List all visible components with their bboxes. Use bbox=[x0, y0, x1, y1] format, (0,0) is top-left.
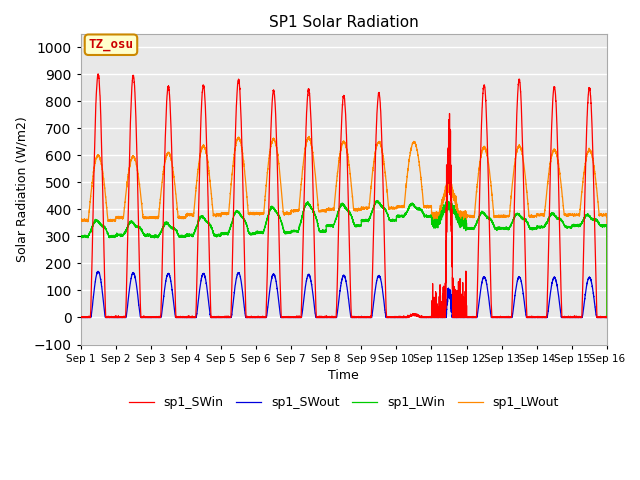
sp1_SWout bbox=[326, 314, 333, 320]
sp1_LWout bbox=[476, 157, 484, 163]
sp1_SWin bbox=[476, 163, 484, 168]
sp1_SWin bbox=[326, 314, 333, 320]
sp1_SWin bbox=[603, 314, 611, 320]
Legend: sp1_SWin, sp1_SWout, sp1_LWin, sp1_LWout: sp1_SWin, sp1_SWout, sp1_LWin, sp1_LWout bbox=[124, 391, 564, 414]
sp1_SWout bbox=[77, 314, 84, 320]
sp1_LWin bbox=[326, 223, 333, 229]
sp1_SWin bbox=[461, 314, 469, 320]
sp1_SWin bbox=[575, 314, 582, 320]
sp1_SWin bbox=[77, 314, 84, 320]
sp1_LWout bbox=[581, 164, 589, 169]
sp1_LWout bbox=[77, 217, 84, 223]
sp1_LWout bbox=[461, 209, 469, 215]
Line: sp1_SWout: sp1_SWout bbox=[81, 272, 607, 317]
sp1_LWin bbox=[575, 223, 582, 229]
sp1_SWin bbox=[581, 189, 589, 195]
sp1_LWout bbox=[326, 207, 333, 213]
sp1_SWout bbox=[575, 314, 582, 320]
sp1_SWout bbox=[603, 314, 611, 320]
sp1_LWin bbox=[255, 229, 263, 235]
Line: sp1_LWout: sp1_LWout bbox=[81, 136, 607, 317]
sp1_LWin bbox=[603, 314, 611, 320]
Title: SP1 Solar Radiation: SP1 Solar Radiation bbox=[269, 15, 419, 30]
Text: TZ_osu: TZ_osu bbox=[88, 38, 134, 51]
sp1_LWout bbox=[603, 314, 611, 320]
sp1_LWin bbox=[77, 233, 84, 239]
sp1_SWout bbox=[461, 314, 469, 320]
Line: sp1_LWin: sp1_LWin bbox=[81, 201, 607, 317]
sp1_SWin bbox=[77, 314, 84, 320]
Y-axis label: Solar Radiation (W/m2): Solar Radiation (W/m2) bbox=[15, 116, 28, 262]
sp1_SWin bbox=[256, 314, 264, 320]
X-axis label: Time: Time bbox=[328, 369, 359, 382]
sp1_SWin bbox=[94, 71, 102, 77]
sp1_LWin bbox=[476, 212, 484, 217]
Line: sp1_SWin: sp1_SWin bbox=[81, 74, 607, 317]
sp1_LWin bbox=[373, 198, 381, 204]
sp1_SWout bbox=[255, 314, 263, 320]
sp1_SWout bbox=[95, 269, 102, 275]
sp1_LWout bbox=[305, 133, 313, 139]
sp1_LWout bbox=[575, 213, 582, 218]
sp1_SWout bbox=[581, 295, 589, 301]
sp1_LWout bbox=[255, 211, 263, 216]
sp1_LWin bbox=[461, 217, 469, 223]
sp1_SWout bbox=[476, 290, 484, 296]
sp1_LWin bbox=[581, 214, 589, 219]
